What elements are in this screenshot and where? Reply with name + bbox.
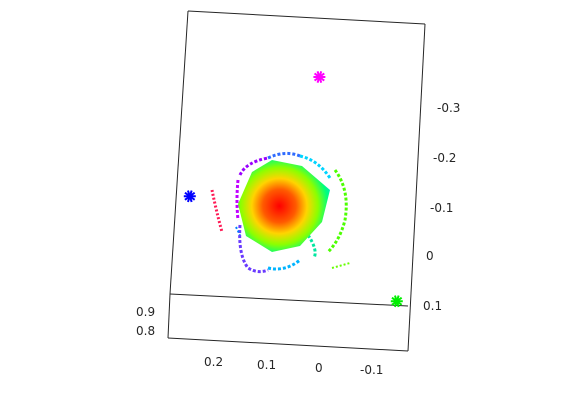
z-axis: 0.9 0.8 [136, 305, 155, 338]
point-ring-magenta [237, 180, 238, 220]
box-left-edge [170, 11, 188, 294]
x-tick-label: 0.1 [257, 358, 276, 372]
point-strip-lime [332, 263, 350, 268]
point-ring-lightblue [268, 260, 300, 269]
z-tick-label: 0.9 [136, 305, 155, 319]
box-bottom-edge [168, 338, 408, 351]
point-ring-blue [268, 153, 300, 158]
y-tick-label: -0.1 [430, 201, 453, 215]
marker-point [313, 71, 325, 82]
y-axis: -0.3 -0.2 -0.1 0 0.1 [423, 101, 460, 313]
y-tick-label: -0.2 [433, 151, 456, 165]
z-tick-label: 0.8 [136, 324, 155, 338]
x-tick-label: -0.1 [360, 363, 383, 377]
point-ring-teal [308, 235, 315, 258]
x-tick-label: 0.2 [204, 355, 223, 369]
box-top-edge [188, 11, 425, 24]
point-cloud [212, 153, 350, 271]
y-tick-label: 0 [426, 249, 434, 263]
x-tick-label: 0 [315, 361, 323, 375]
y-tick-label: 0.1 [423, 299, 442, 313]
point-ring-green [328, 170, 346, 252]
y-tick-label: -0.3 [437, 101, 460, 115]
point-strip-red [212, 190, 222, 232]
point-cloud-blob [238, 160, 330, 252]
marker-point [184, 191, 196, 202]
x-axis: 0.2 0.1 0 -0.1 [204, 355, 383, 377]
box-floor-edge [170, 294, 408, 306]
box-front-left-edge [168, 294, 170, 338]
